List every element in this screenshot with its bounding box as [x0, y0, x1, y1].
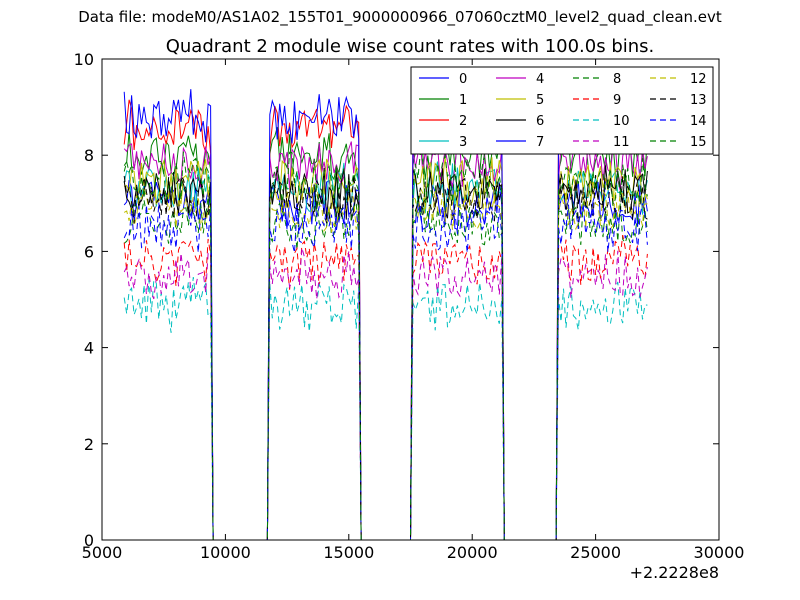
legend-label-4: 4: [536, 72, 544, 87]
x-tick-label: 25000: [570, 543, 621, 562]
x-tick-label: 10000: [200, 543, 251, 562]
series-line-13: [123, 173, 648, 540]
legend-label-11: 11: [613, 135, 630, 150]
series-line-8: [123, 196, 648, 540]
legend-label-8: 8: [613, 72, 621, 87]
x-tick-label: 5000: [82, 543, 123, 562]
legend-label-2: 2: [459, 114, 467, 129]
x-tick-label: 15000: [323, 543, 374, 562]
legend-box: [410, 66, 714, 155]
chart-title: Quadrant 2 module wise count rates with …: [165, 36, 655, 57]
legend-label-15: 15: [690, 135, 707, 150]
legend-label-6: 6: [536, 114, 544, 129]
legend-label-14: 14: [690, 114, 707, 129]
legend-label-7: 7: [536, 135, 544, 150]
y-tick-label: 6: [84, 242, 94, 261]
series-lines: [123, 89, 648, 540]
legend-label-5: 5: [536, 93, 544, 108]
plot-frame: [101, 58, 720, 541]
y-tick-label: 0: [84, 531, 94, 550]
y-tick-label: 8: [84, 146, 94, 165]
figure-suptitle: Data file: modeM0/AS1A02_155T01_90000009…: [78, 8, 722, 26]
legend-label-10: 10: [613, 114, 630, 129]
y-tick-label: 2: [84, 435, 94, 454]
x-tick-label: 30000: [694, 543, 745, 562]
y-tick-label: 4: [84, 339, 94, 358]
y-tick-label: 10: [74, 50, 94, 69]
legend-label-13: 13: [690, 93, 707, 108]
x-tick-label: 20000: [447, 543, 498, 562]
legend-label-9: 9: [613, 93, 621, 108]
legend-label-3: 3: [459, 135, 467, 150]
legend-label-1: 1: [459, 93, 467, 108]
x-offset-label: +2.2228e8: [630, 563, 719, 582]
legend-label-0: 0: [459, 72, 467, 87]
legend-label-12: 12: [690, 72, 707, 87]
